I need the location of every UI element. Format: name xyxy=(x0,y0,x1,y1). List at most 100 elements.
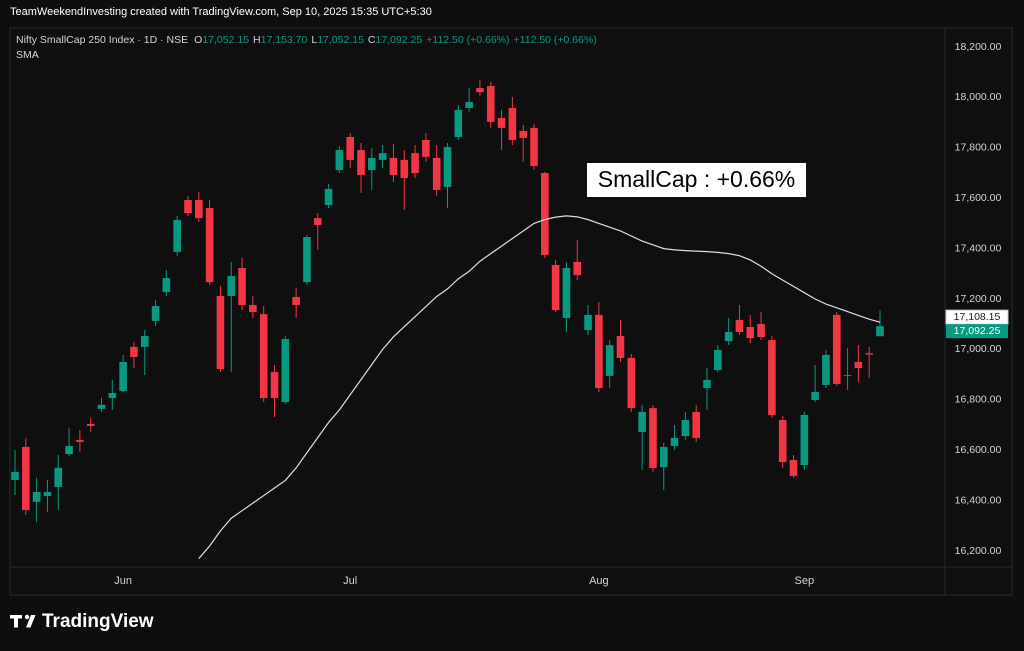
candle-body xyxy=(432,157,441,190)
candle-body xyxy=(627,357,636,409)
legend-value: 17,153.70 xyxy=(261,34,308,46)
brand-name: TradingView xyxy=(42,611,154,632)
candle-body xyxy=(681,419,690,437)
candle-body xyxy=(486,86,495,122)
candle-body xyxy=(649,408,657,469)
x-tick-label: Jun xyxy=(114,575,132,587)
y-tick-label: 16,400.00 xyxy=(955,494,1002,506)
candle-body xyxy=(184,199,192,214)
candle-body xyxy=(714,349,722,371)
watermark-header: TeamWeekendInvesting created with Tradin… xyxy=(10,6,432,18)
candle-body xyxy=(205,208,214,283)
legend-label: H xyxy=(253,34,261,46)
legend-change: +112.50 (+0.66%) xyxy=(426,34,509,46)
candle-body xyxy=(151,306,160,321)
candle-body xyxy=(313,218,322,225)
x-tick-label: Sep xyxy=(795,575,815,587)
legend-value: 17,052.15 xyxy=(317,34,364,46)
candle-body xyxy=(789,460,798,476)
candle-body xyxy=(270,372,279,399)
candle-body xyxy=(54,467,63,487)
y-tick-label: 16,800.00 xyxy=(955,394,1002,406)
candle-body xyxy=(97,404,106,409)
candle-body xyxy=(216,295,225,370)
candle-body xyxy=(43,492,52,497)
close-price-box xyxy=(946,324,1008,339)
candle-body xyxy=(411,153,419,174)
candle-body xyxy=(173,219,181,252)
candle-body xyxy=(249,305,257,313)
candle-body xyxy=(465,101,473,108)
logo-mark xyxy=(26,615,36,628)
sma-legend: SMA xyxy=(16,49,39,61)
y-tick-label: 16,200.00 xyxy=(955,545,1002,557)
y-tick-label: 18,200.00 xyxy=(955,41,1002,53)
candle-body xyxy=(746,326,755,339)
candle-body xyxy=(584,314,592,330)
logo-mark xyxy=(24,614,30,620)
sma-price-label: 17,108.15 xyxy=(954,311,1001,323)
candle-body xyxy=(303,237,311,283)
y-tick-label: 17,400.00 xyxy=(955,242,1002,254)
candle-body xyxy=(703,379,711,388)
candle-body xyxy=(659,446,668,468)
candle-body xyxy=(389,157,398,176)
y-tick-label: 17,000.00 xyxy=(955,343,1002,355)
candle-body xyxy=(573,261,582,276)
candle-body xyxy=(357,150,365,176)
candle-body xyxy=(876,326,884,337)
candle-body xyxy=(238,268,246,306)
candle-body xyxy=(22,446,30,510)
candle-body xyxy=(11,471,19,480)
y-tick-label: 17,800.00 xyxy=(955,142,1002,154)
logo-mark xyxy=(10,615,22,628)
legend-change: +112.50 (+0.66%) xyxy=(514,34,597,46)
candle-body xyxy=(443,147,452,187)
candle-body xyxy=(292,296,300,306)
close-price-label: 17,092.25 xyxy=(954,325,1001,337)
legend-label: O xyxy=(194,34,202,46)
candle-body xyxy=(822,354,830,385)
y-tick-label: 17,600.00 xyxy=(955,192,1002,204)
candle-body xyxy=(400,159,409,179)
candle-body xyxy=(368,157,376,170)
candle-body xyxy=(692,411,700,438)
candle-body xyxy=(324,188,333,206)
candle-body xyxy=(724,332,733,342)
candle-body xyxy=(768,340,776,415)
candle-body xyxy=(378,153,387,160)
x-tick-label: Aug xyxy=(589,575,609,587)
annotation: SmallCap : +0.66% xyxy=(598,166,796,192)
candle-body xyxy=(757,323,765,338)
candle-body xyxy=(832,314,841,384)
candle-body xyxy=(562,268,571,318)
candle-body xyxy=(130,346,138,357)
candle-body xyxy=(119,362,127,391)
candle-body xyxy=(778,419,787,463)
candle-body xyxy=(497,118,506,128)
candle-body xyxy=(735,319,744,333)
candle-body xyxy=(86,423,95,427)
instrument-title: Nifty SmallCap 250 Index · 1D · NSE xyxy=(16,34,188,46)
legend-value: 17,092.25 xyxy=(376,34,423,46)
candle-body xyxy=(140,336,149,347)
candle-body xyxy=(422,139,430,157)
annotation-box xyxy=(587,163,806,197)
brand-logo: TradingView xyxy=(10,611,154,632)
candle-body xyxy=(76,439,84,442)
candle-body xyxy=(541,173,549,255)
legend-label: L xyxy=(311,34,317,46)
candle-body xyxy=(605,345,614,376)
legend-label: C xyxy=(368,34,376,46)
candle-body xyxy=(519,130,527,138)
candle-body xyxy=(843,375,852,377)
candle-body xyxy=(616,336,625,358)
legend-line: Nifty SmallCap 250 Index · 1D · NSE O17,0… xyxy=(16,34,597,46)
candle-body xyxy=(551,264,560,311)
legend-value: 17,052.15 xyxy=(202,34,249,46)
y-tick-label: 17,200.00 xyxy=(955,293,1002,305)
y-tick-label: 16,600.00 xyxy=(955,444,1002,456)
candle-body xyxy=(530,127,538,166)
